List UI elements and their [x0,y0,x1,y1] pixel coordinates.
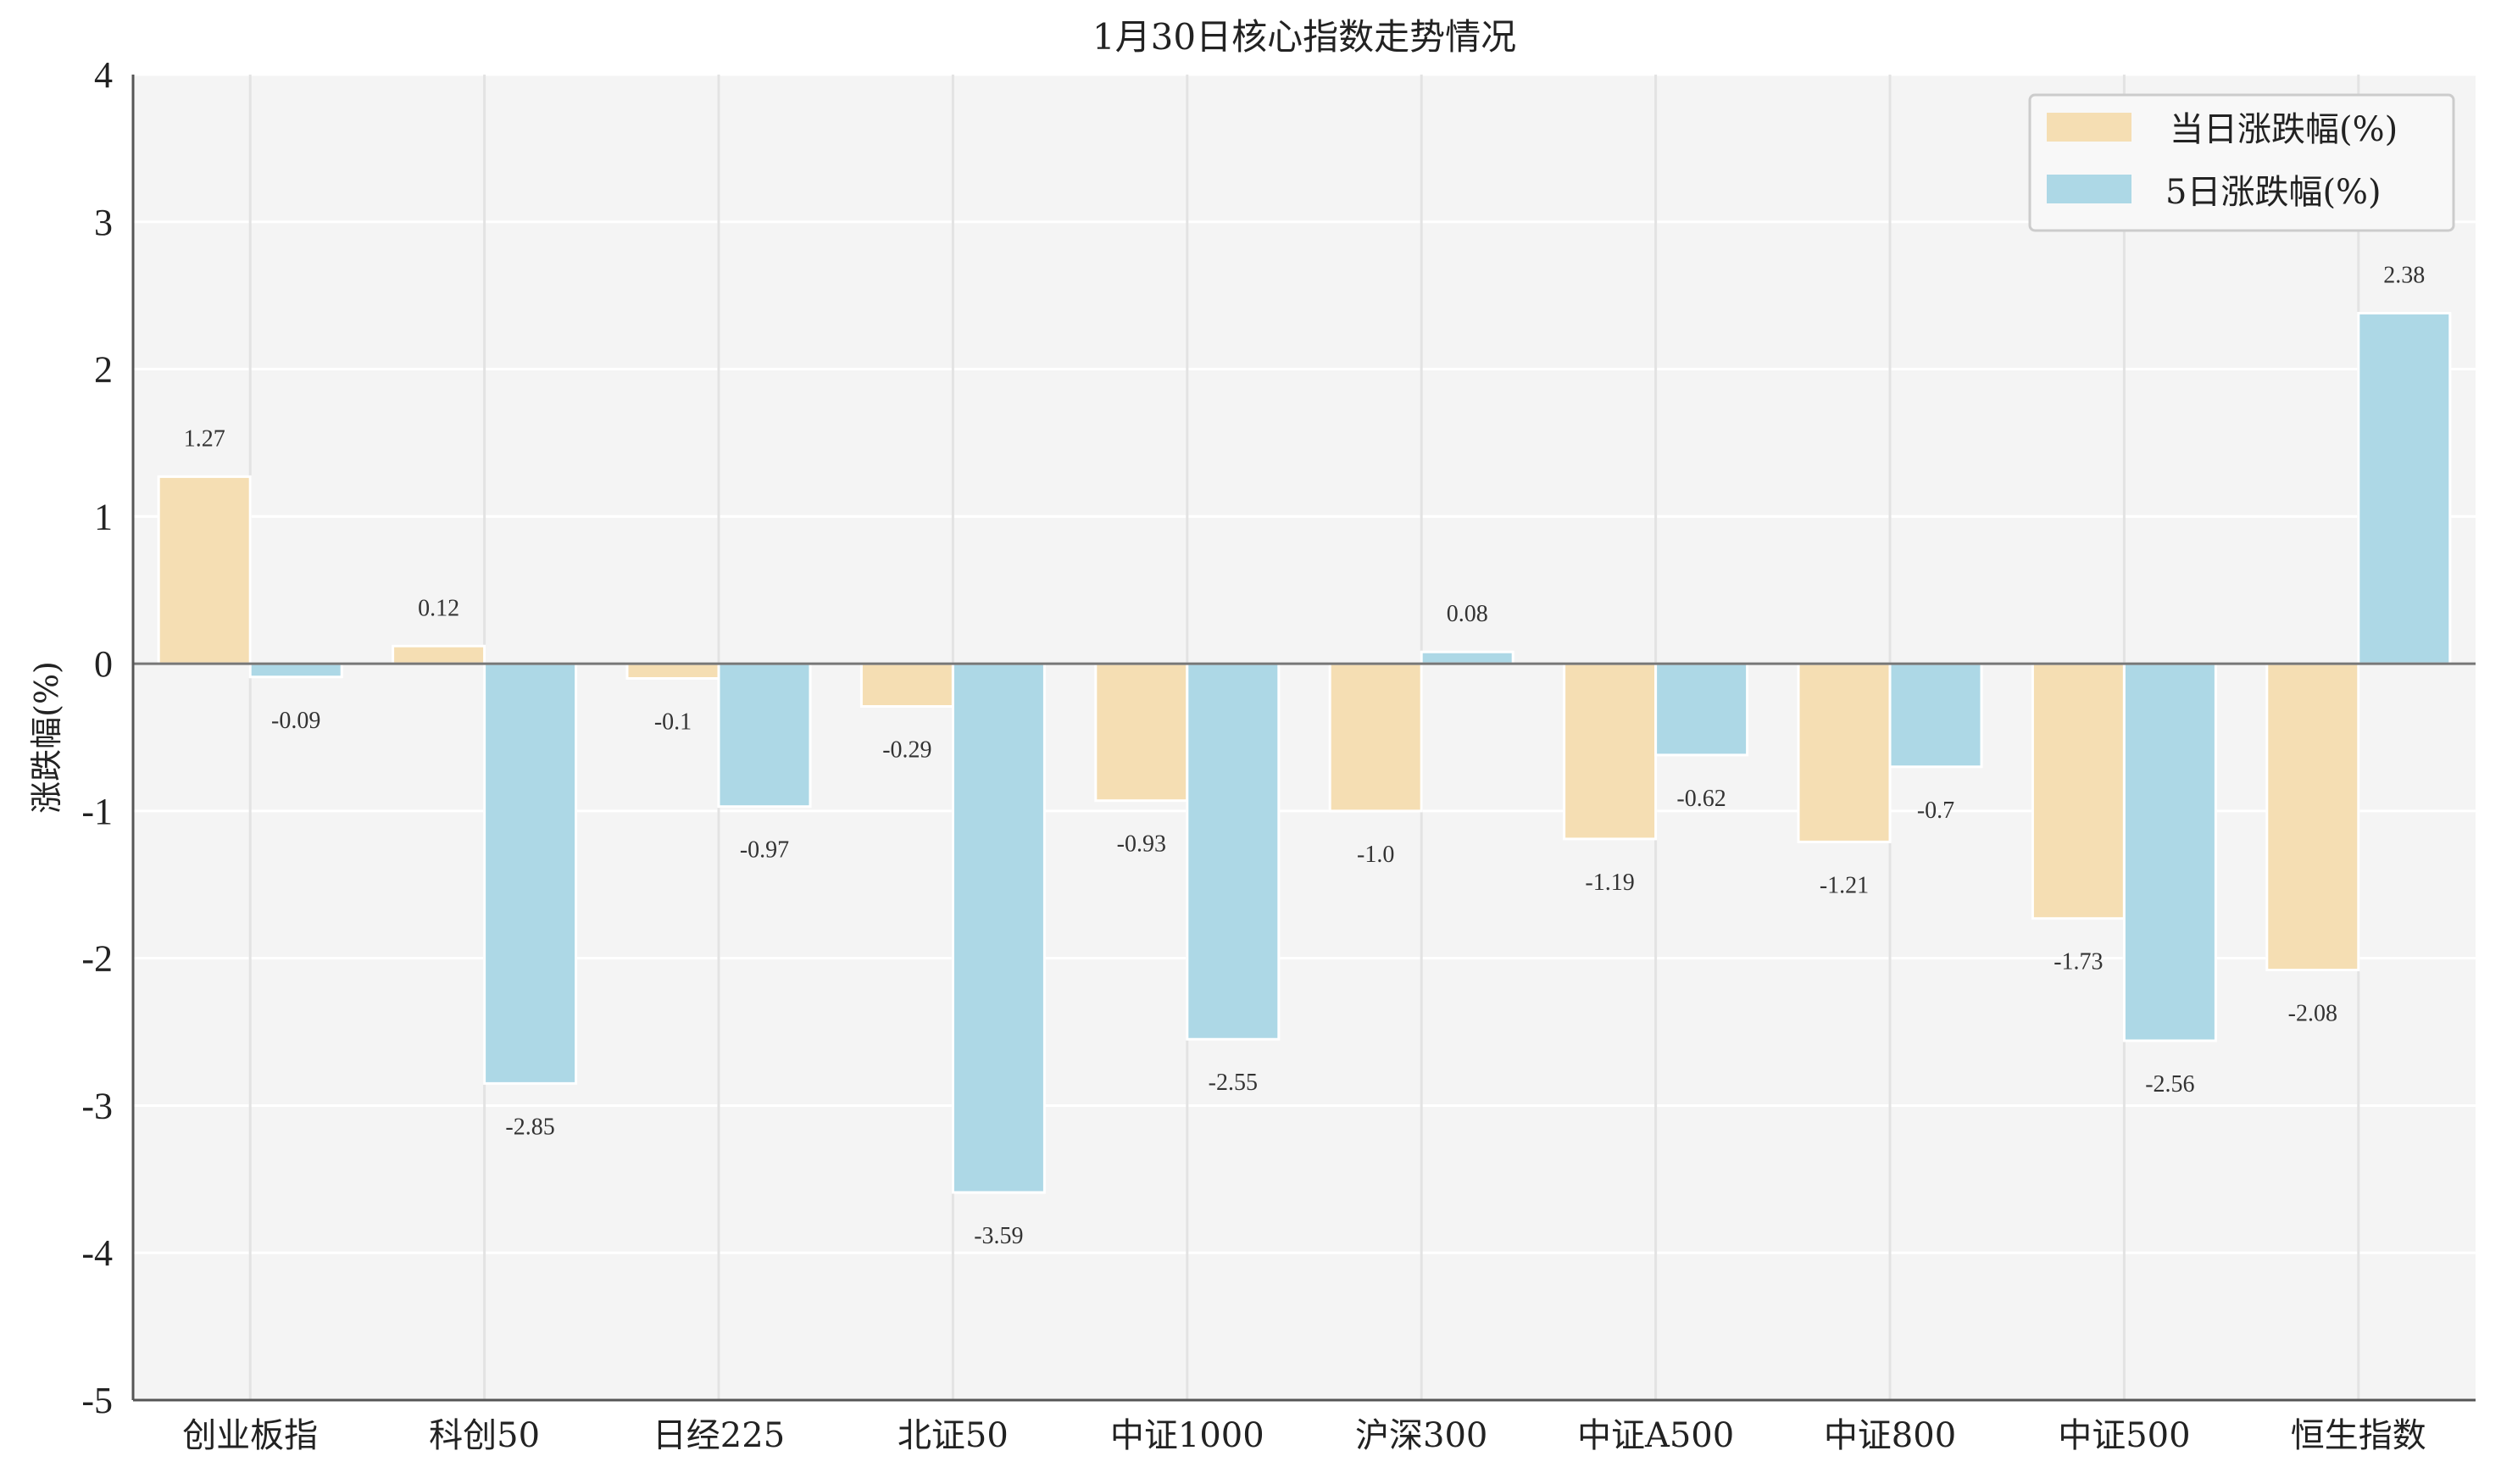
bar-5day [2357,312,2452,665]
data-label: 0.08 [1447,601,1488,627]
y-tick-label: 2 [94,349,113,391]
y-tick-label: -2 [81,938,113,980]
data-labels: 1.27 -0.09 0.12 -2.85 -0.1 -0.97 -0.29 -3.59 -0.… [184,263,2426,1249]
data-label: -1.19 [1585,870,1634,896]
data-label: 2.38 [2383,263,2425,289]
y-axis-label: 涨跌幅(%) [28,661,65,814]
bar-5day [717,662,812,809]
bar-5day [1888,662,1983,769]
y-tick-label: -5 [81,1380,113,1421]
legend-swatch-5day [2047,175,2131,203]
bar-daily [2031,662,2126,920]
y-tick-label: -1 [81,791,113,832]
axes [131,75,2476,1402]
bar-daily [1328,662,1423,813]
data-label: -0.29 [882,737,931,764]
data-label: -1.73 [2054,949,2103,975]
y-tick-label: -3 [81,1085,113,1126]
y-tick-label: 1 [94,496,113,537]
bar-5day [1420,650,1514,665]
x-tick-label: 中证800 [1824,1416,1956,1455]
data-label: 1.27 [184,425,225,452]
y-tick-label: -4 [81,1232,113,1274]
bar-5day [2122,662,2217,1042]
bar-daily [392,644,486,665]
y-tick-label: 3 [94,202,113,243]
x-tick-label: 恒生指数 [2291,1416,2426,1455]
bar-daily [157,475,252,665]
y-tick-label: 4 [94,54,113,96]
chart-title: 1月30日核心指数走势情况 [1092,16,1516,58]
x-tick-label: 中证A500 [1577,1416,1734,1455]
bar-5day [483,662,578,1085]
legend-swatch-daily [2047,113,2131,142]
data-label: -2.08 [2288,1001,2337,1027]
bar-daily [1797,662,1892,843]
x-tick-label: 中证500 [2058,1416,2190,1455]
x-tick-label: 中证1000 [1110,1416,1264,1455]
data-label: 0.12 [418,595,459,621]
x-tick-label: 沪深300 [1355,1416,1487,1455]
data-label: -0.97 [740,837,789,864]
legend-label-daily: 当日涨跌幅(%) [2170,110,2398,149]
x-tick-label: 日经225 [653,1416,785,1455]
data-label: -2.85 [505,1114,554,1140]
legend-label-5day: 5日涨跌幅(%) [2165,173,2382,212]
bar-5day [248,662,343,679]
data-label: -2.56 [2145,1071,2194,1098]
bar-daily [2265,662,2360,972]
y-tick-label: 0 [94,643,113,685]
legend: 当日涨跌幅(%) 5日涨跌幅(%) [2028,93,2455,232]
data-label: -0.7 [1917,798,1954,824]
x-tick-label: 科创50 [429,1416,540,1455]
bar-5day [951,662,1046,1194]
x-tick-labels: 创业板指 科创50 日经225 北证50 中证1000 沪深300 中证A500 中证800 中… [182,1416,2426,1455]
data-label: -2.55 [1209,1070,1258,1096]
bar-daily [1563,662,1658,841]
bar-5day [1186,662,1281,1041]
data-label: -0.1 [654,709,692,735]
data-label: -0.93 [1117,831,1166,858]
data-label: -3.59 [974,1223,1023,1249]
data-label: -0.62 [1676,786,1726,812]
bar-5day [1654,662,1749,757]
bar-daily [1094,662,1189,803]
data-label: -0.09 [271,708,320,734]
bars [133,312,2476,1194]
x-tick-label: 创业板指 [182,1416,318,1455]
y-tick-labels: 4 3 2 1 0 -1 -2 -3 -4 -5 [81,54,113,1421]
bar-daily [859,662,954,709]
legend-box [2028,93,2455,232]
data-label: -1.0 [1357,842,1394,868]
data-label: -1.21 [1820,872,1869,898]
bar-daily [625,662,720,680]
x-tick-label: 北证50 [898,1416,1009,1455]
